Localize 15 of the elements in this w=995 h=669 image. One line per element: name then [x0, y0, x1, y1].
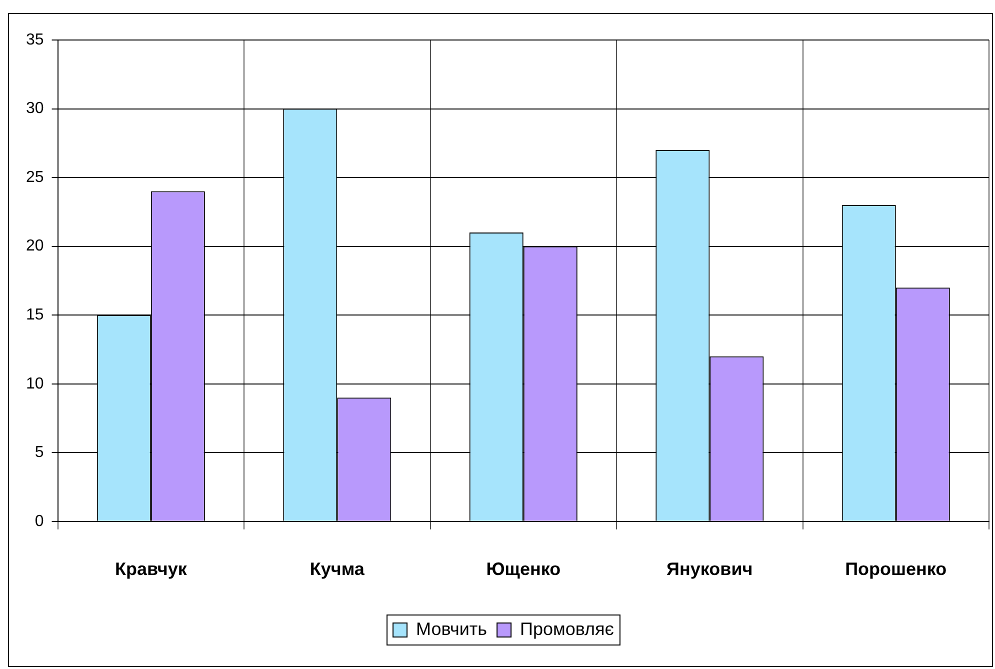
x-tick-label: Кучма [310, 559, 366, 580]
y-tick-label: 5 [34, 444, 44, 462]
y-tick-label: 0 [34, 512, 44, 530]
x-tick-label: Янукович [666, 559, 753, 580]
legend-label: Промовляє [520, 618, 614, 639]
y-tick-label: 25 [26, 168, 44, 186]
y-tick-label: 35 [26, 31, 44, 48]
y-tick-label: 10 [26, 375, 44, 392]
x-tick-label: Порошенко [845, 559, 947, 580]
y-tick-label: 20 [26, 238, 44, 255]
y-tick-label: 15 [26, 306, 44, 324]
x-tick-label: Кравчук [114, 559, 188, 580]
legend-label: Мовчить [416, 618, 488, 639]
x-tick-label: Ющенко [486, 559, 561, 580]
y-tick-label: 30 [26, 100, 44, 118]
